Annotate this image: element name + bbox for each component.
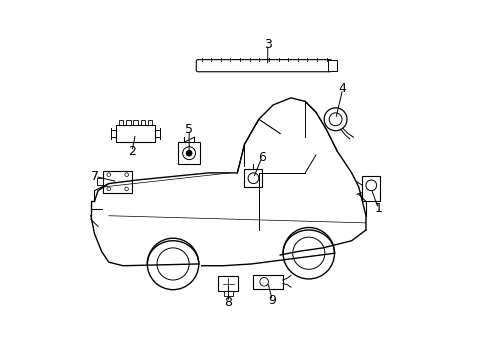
Text: 1: 1 — [374, 202, 382, 215]
Bar — [224, 292, 232, 296]
Bar — [119, 120, 123, 125]
Bar — [116, 125, 155, 143]
FancyBboxPatch shape — [196, 60, 331, 72]
Text: 2: 2 — [128, 145, 136, 158]
Text: 9: 9 — [268, 294, 276, 307]
Bar — [97, 178, 103, 185]
Bar — [126, 120, 130, 125]
Bar — [328, 60, 337, 71]
Bar — [178, 143, 200, 164]
Bar — [218, 276, 238, 292]
Text: 7: 7 — [91, 170, 99, 183]
Bar — [103, 171, 132, 193]
Text: 5: 5 — [185, 123, 193, 136]
Text: 6: 6 — [257, 151, 265, 165]
Text: 3: 3 — [263, 38, 271, 51]
Bar — [147, 120, 152, 125]
Circle shape — [186, 150, 192, 156]
Text: 8: 8 — [224, 296, 232, 309]
Text: 4: 4 — [338, 82, 346, 95]
Bar — [140, 120, 144, 125]
Bar — [362, 176, 380, 202]
Bar — [252, 275, 282, 289]
Bar — [244, 169, 262, 187]
Bar — [133, 120, 138, 125]
